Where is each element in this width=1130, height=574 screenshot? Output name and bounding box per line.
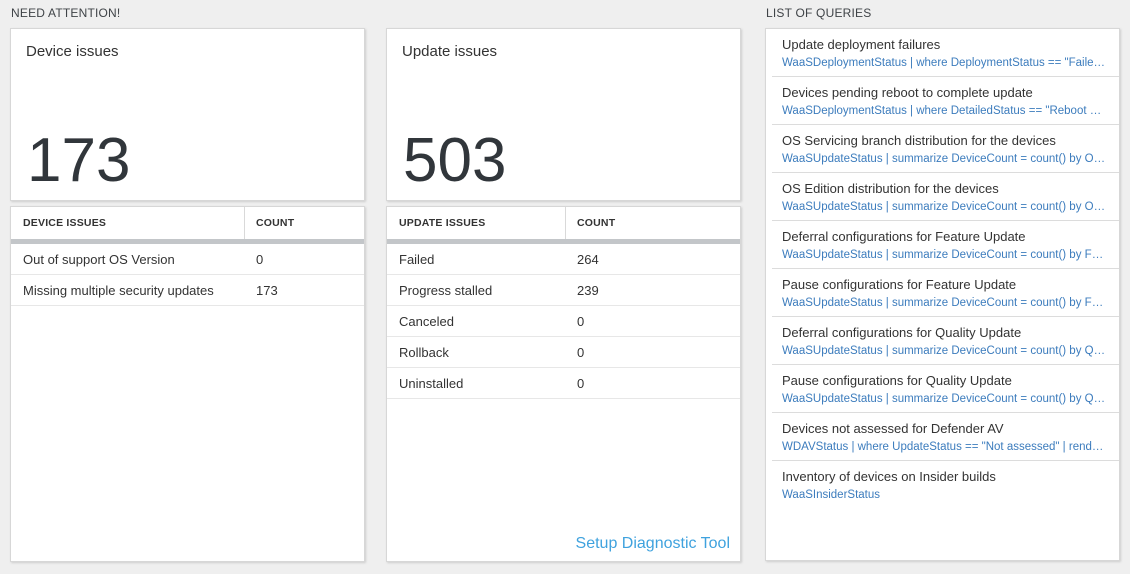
device-issues-table: DEVICE ISSUES COUNT Out of support OS Ve…: [10, 206, 365, 562]
query-text-link: WaaSInsiderStatus: [782, 489, 881, 501]
query-item[interactable]: Deferral configurations for Quality Upda…: [766, 317, 1119, 365]
query-text-link: WaaSUpdateStatus | summarize DeviceCount…: [782, 153, 1107, 165]
table-header-divider-bar: [387, 239, 740, 244]
query-text-link: WaaSDeploymentStatus | where DeploymentS…: [782, 57, 1107, 69]
table-row[interactable]: Progress stalled 239: [387, 275, 740, 306]
update-issues-table: UPDATE ISSUES COUNT Failed 264 Progress …: [386, 206, 741, 562]
query-item[interactable]: OS Edition distribution for the devices …: [766, 173, 1119, 221]
issue-count-cell: 173: [256, 282, 278, 298]
update-issues-count: 503: [403, 126, 507, 195]
issue-name-cell: Canceled: [399, 313, 454, 329]
table-row[interactable]: Canceled 0: [387, 306, 740, 337]
table-row[interactable]: Missing multiple security updates 173: [11, 275, 364, 306]
update-section-header-spacer: [386, 0, 741, 28]
list-of-queries-header: LIST OF QUERIES: [766, 6, 872, 20]
query-text-link: WaaSUpdateStatus | summarize DeviceCount…: [782, 297, 1107, 309]
query-title: Update deployment failures: [782, 37, 941, 52]
device-table-header-count: COUNT: [256, 217, 295, 229]
issue-name-cell: Missing multiple security updates: [23, 282, 214, 298]
query-item[interactable]: Update deployment failures WaaSDeploymen…: [766, 29, 1119, 77]
device-issues-count: 173: [27, 126, 131, 195]
device-issues-tile[interactable]: Device issues 173: [10, 28, 365, 201]
query-text-link: WaaSUpdateStatus | summarize DeviceCount…: [782, 201, 1107, 213]
query-item[interactable]: Inventory of devices on Insider builds W…: [766, 461, 1119, 509]
query-title: OS Edition distribution for the devices: [782, 181, 999, 196]
update-table-header: UPDATE ISSUES COUNT: [387, 207, 740, 239]
query-title: Inventory of devices on Insider builds: [782, 469, 996, 484]
update-issues-title: Update issues: [402, 43, 498, 60]
table-row[interactable]: Failed 264: [387, 244, 740, 275]
query-item[interactable]: Pause configurations for Quality Update …: [766, 365, 1119, 413]
table-row[interactable]: Uninstalled 0: [387, 368, 740, 399]
need-attention-header: NEED ATTENTION!: [11, 6, 121, 20]
table-row[interactable]: Rollback 0: [387, 337, 740, 368]
query-title: Pause configurations for Quality Update: [782, 373, 1012, 388]
device-table-header-issues: DEVICE ISSUES: [11, 207, 245, 239]
issue-count-cell: 0: [577, 313, 585, 329]
issue-name-cell: Progress stalled: [399, 282, 493, 298]
update-table-header-issues: UPDATE ISSUES: [387, 207, 566, 239]
issue-count-cell: 0: [256, 251, 264, 267]
issue-name-cell: Failed: [399, 251, 435, 267]
query-title: Pause configurations for Feature Update: [782, 277, 1017, 292]
query-item[interactable]: Deferral configurations for Feature Upda…: [766, 221, 1119, 269]
query-text-link: WaaSDeploymentStatus | where DetailedSta…: [782, 105, 1107, 117]
need-attention-section: NEED ATTENTION! Device issues 173 DEVICE…: [10, 0, 365, 562]
query-text-link: WDAVStatus | where UpdateStatus == "Not …: [782, 441, 1107, 453]
table-row[interactable]: Out of support OS Version 0: [11, 244, 364, 275]
query-text-link: WaaSUpdateStatus | summarize DeviceCount…: [782, 393, 1107, 405]
query-title: Devices not assessed for Defender AV: [782, 421, 1004, 436]
query-item[interactable]: OS Servicing branch distribution for the…: [766, 125, 1119, 173]
table-header-divider-bar: [11, 239, 364, 244]
queries-panel: Update deployment failures WaaSDeploymen…: [765, 28, 1120, 561]
device-issues-title: Device issues: [26, 43, 119, 60]
query-item[interactable]: Devices not assessed for Defender AV WDA…: [766, 413, 1119, 461]
query-text-link: WaaSUpdateStatus | summarize DeviceCount…: [782, 249, 1107, 261]
query-title: Deferral configurations for Quality Upda…: [782, 325, 1022, 340]
issue-name-cell: Rollback: [399, 344, 449, 360]
issue-count-cell: 239: [577, 282, 599, 298]
update-issues-section: Update issues 503 UPDATE ISSUES COUNT Fa…: [386, 0, 741, 562]
query-item[interactable]: Pause configurations for Feature Update …: [766, 269, 1119, 317]
query-text-link: WaaSUpdateStatus | summarize DeviceCount…: [782, 345, 1107, 357]
query-title: OS Servicing branch distribution for the…: [782, 133, 1056, 148]
query-item[interactable]: Devices pending reboot to complete updat…: [766, 77, 1119, 125]
issue-count-cell: 0: [577, 375, 585, 391]
query-title: Deferral configurations for Feature Upda…: [782, 229, 1026, 244]
update-issues-tile[interactable]: Update issues 503: [386, 28, 741, 201]
update-table-header-count: COUNT: [577, 217, 616, 229]
list-of-queries-section: LIST OF QUERIES Update deployment failur…: [765, 0, 1120, 561]
setup-diagnostic-tool-link[interactable]: Setup Diagnostic Tool: [575, 535, 730, 552]
issue-count-cell: 0: [577, 344, 585, 360]
issue-count-cell: 264: [577, 251, 599, 267]
query-title: Devices pending reboot to complete updat…: [782, 85, 1033, 100]
issue-name-cell: Out of support OS Version: [23, 251, 175, 267]
device-table-header: DEVICE ISSUES COUNT: [11, 207, 364, 239]
issue-name-cell: Uninstalled: [399, 375, 464, 391]
